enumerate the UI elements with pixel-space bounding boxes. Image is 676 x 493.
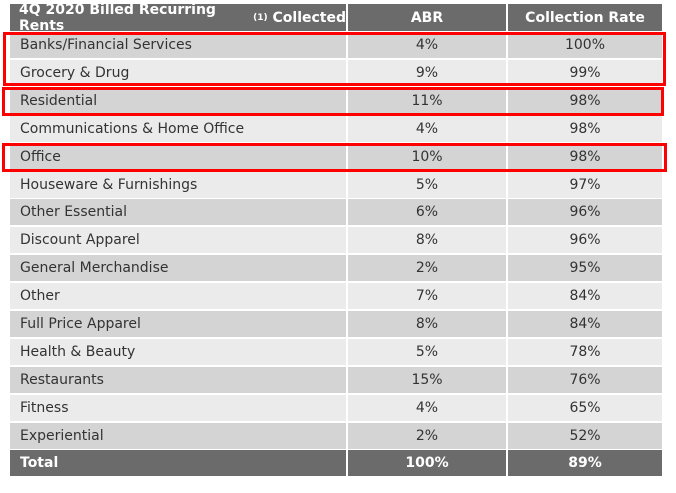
row-abr: 4% [348,115,506,142]
header-category: 4Q 2020 Billed Recurring Rents (1) Collec… [10,1,346,34]
row-abr: 7% [348,283,506,310]
total-label: Total [10,450,346,476]
total-rate: 89% [508,450,662,476]
row-category: Grocery & Drug [10,59,346,86]
row-category: Fitness [10,394,346,421]
row-category: Banks/Financial Services [10,32,346,58]
row-collection-rate: 84% [508,311,662,337]
row-collection-rate: 96% [508,199,662,226]
table-row: Office 10% 98% [10,143,662,170]
row-category: Communications & Home Office [10,115,346,142]
row-collection-rate: 100% [508,32,662,58]
table-row: Health & Beauty 5% 78% [10,338,662,365]
row-category: Houseware & Furnishings [10,171,346,198]
table-row: Discount Apparel 8% 96% [10,227,662,254]
row-abr: 8% [348,311,506,337]
row-collection-rate: 95% [508,255,662,282]
row-abr: 4% [348,32,506,58]
row-category: Restaurants [10,366,346,393]
row-abr: 10% [348,143,506,170]
row-category: Office [10,143,346,170]
row-category: Health & Beauty [10,338,346,365]
row-collection-rate: 98% [508,143,662,170]
row-collection-rate: 98% [508,115,662,142]
row-collection-rate: 52% [508,422,662,449]
row-collection-rate: 99% [508,59,662,86]
table-row: Residential 11% 98% [10,87,662,114]
header-abr: ABR [348,4,506,31]
footnote-marker: (1) [253,12,268,23]
row-abr: 4% [348,394,506,421]
row-category: Residential [10,87,346,114]
header-collection-rate: Collection Rate [508,4,662,31]
row-collection-rate: 97% [508,171,662,198]
table-row: Experiential 2% 52% [10,422,662,449]
row-abr: 8% [348,227,506,254]
row-collection-rate: 76% [508,366,662,393]
row-category: Other [10,283,346,310]
total-row: Total 100% 89% [10,450,662,476]
row-category: Discount Apparel [10,227,346,254]
table-row: Houseware & Furnishings 5% 97% [10,171,662,198]
row-category: General Merchandise [10,255,346,282]
row-category: Other Essential [10,199,346,226]
table-row: Fitness 4% 65% [10,394,662,421]
table-row: Banks/Financial Services 4% 100% [10,32,662,58]
table-row: Other Essential 6% 96% [10,199,662,226]
row-abr: 2% [348,422,506,449]
header-category-text: 4Q 2020 Billed Recurring Rents [19,1,216,34]
row-abr: 6% [348,199,506,226]
table-row: General Merchandise 2% 95% [10,255,662,282]
row-collection-rate: 65% [508,394,662,421]
row-category: Experiential [10,422,346,449]
row-abr: 5% [348,338,506,365]
row-abr: 5% [348,171,506,198]
row-category: Full Price Apparel [10,311,346,337]
table-row: Full Price Apparel 8% 84% [10,311,662,337]
row-collection-rate: 84% [508,283,662,310]
row-collection-rate: 98% [508,87,662,114]
table-row: Grocery & Drug 9% 99% [10,59,662,86]
table-header: 4Q 2020 Billed Recurring Rents (1) Collec… [10,1,662,34]
total-abr: 100% [348,450,506,476]
table-row: Communications & Home Office 4% 98% [10,115,662,142]
table-row: Restaurants 15% 76% [10,366,662,393]
row-abr: 9% [348,59,506,86]
row-collection-rate: 96% [508,227,662,254]
header-category-tail: Collected [267,9,346,26]
table-row: Other 7% 84% [10,283,662,310]
row-abr: 11% [348,87,506,114]
row-abr: 15% [348,366,506,393]
row-abr: 2% [348,255,506,282]
row-collection-rate: 78% [508,338,662,365]
